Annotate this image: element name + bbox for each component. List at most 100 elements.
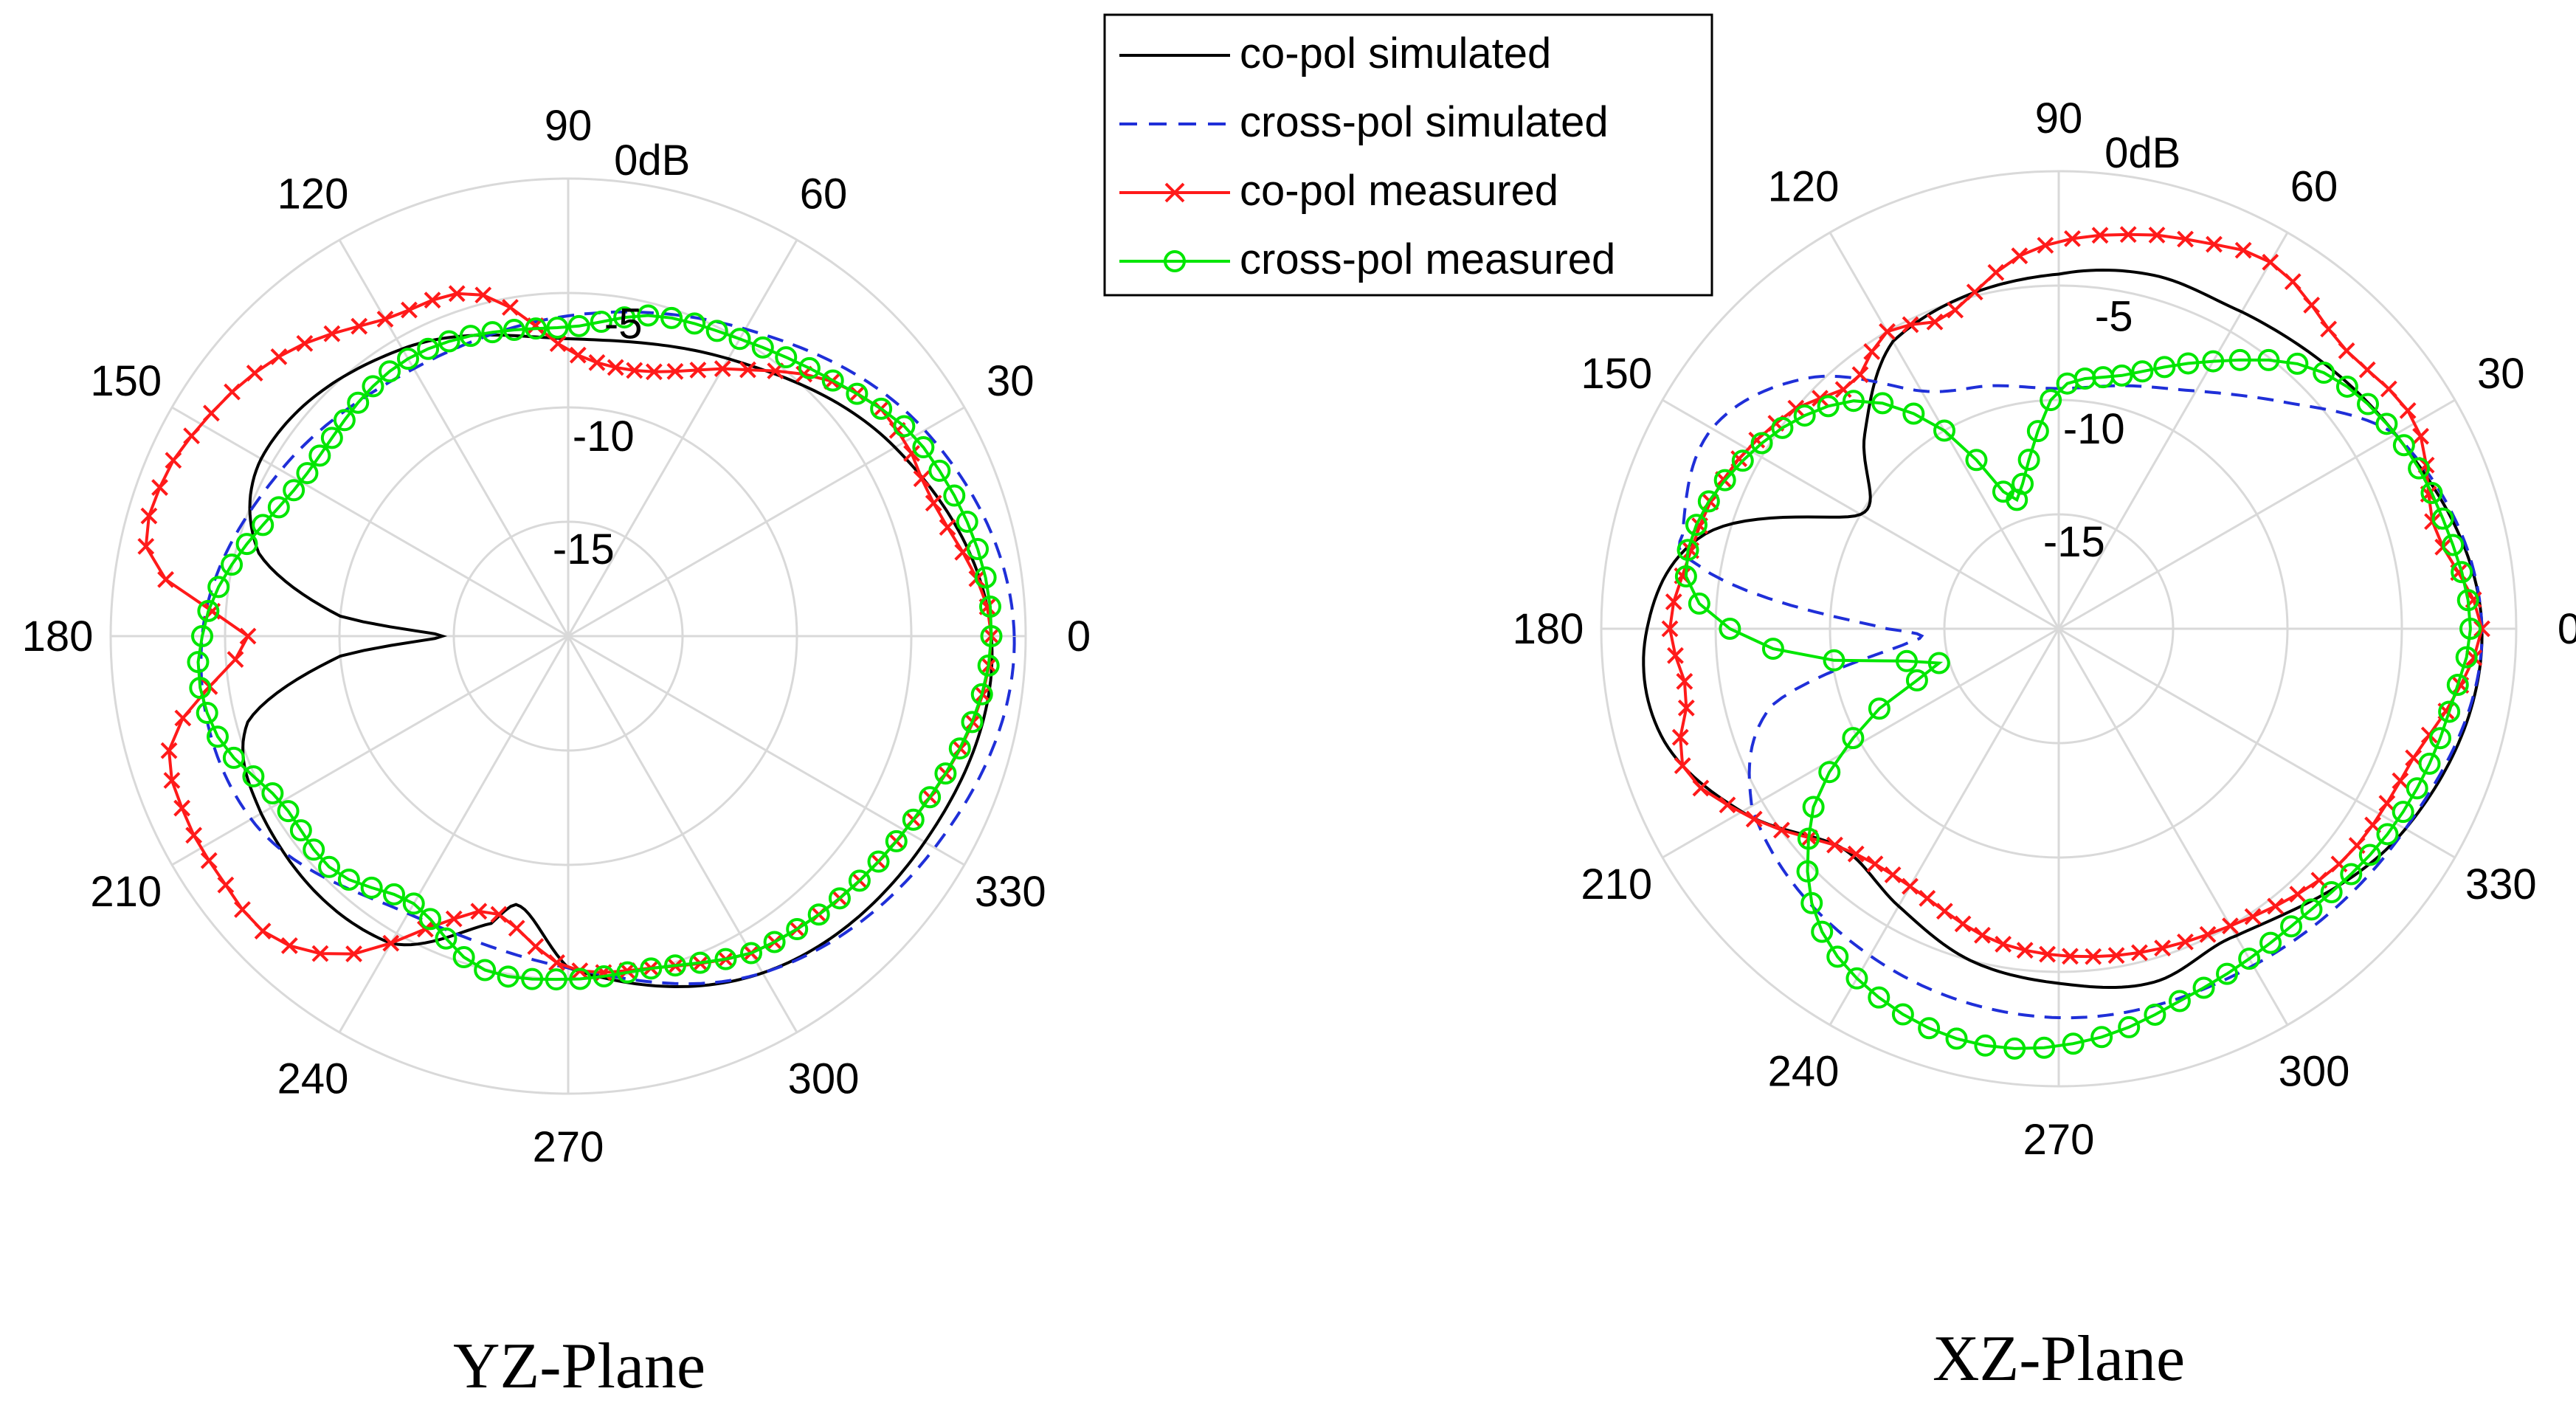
point-x-stroke bbox=[474, 286, 492, 304]
point-cross-pol-measured bbox=[318, 855, 341, 878]
point-cross-pol-measured bbox=[740, 942, 762, 965]
point-x-stroke bbox=[1936, 903, 1953, 920]
point-co-pol-measured bbox=[1826, 836, 1843, 854]
point-cross-pol-measured bbox=[1797, 827, 1820, 850]
point-cross-pol-measured bbox=[2003, 1037, 2026, 1060]
point-co-pol-measured bbox=[345, 945, 362, 962]
point-cross-pol-measured bbox=[1713, 469, 1736, 491]
point-x-stroke bbox=[2284, 273, 2302, 291]
point-x-stroke bbox=[1966, 283, 1983, 301]
point-cross-pol-measured bbox=[870, 397, 893, 420]
point-co-pol-measured bbox=[689, 362, 707, 379]
point-x-stroke bbox=[1665, 593, 1682, 610]
point-x-stroke bbox=[448, 285, 466, 303]
point-x-stroke bbox=[2011, 247, 2028, 265]
yz-plane-polar-plot: 0 30 60 90 120 150 180 210 240 270 300 330 0dB -5 -10 -… bbox=[22, 102, 1091, 1171]
point-cross-pol-measured bbox=[846, 382, 869, 405]
angle-tick-label: 330 bbox=[975, 868, 1046, 916]
point-cross-pol-measured bbox=[2392, 801, 2414, 824]
point-co-pol-measured bbox=[1674, 757, 1691, 774]
point-co-pol-measured bbox=[296, 334, 314, 352]
point-x-stroke bbox=[571, 962, 589, 979]
point-co-pol-measured bbox=[645, 363, 663, 381]
point-cross-pol-measured bbox=[222, 746, 245, 769]
point-x-stroke bbox=[1847, 845, 1865, 863]
point-x-stroke bbox=[1879, 322, 1896, 340]
point-co-pol-measured bbox=[185, 827, 203, 844]
point-x-stroke bbox=[2177, 230, 2194, 248]
point-co-pol-measured bbox=[1745, 810, 1763, 828]
point-co-pol-measured bbox=[445, 910, 463, 928]
point-co-pol-measured bbox=[157, 570, 174, 588]
point-x-stroke bbox=[2107, 947, 2125, 965]
point-cross-pol-measured bbox=[974, 566, 997, 589]
point-cross-pol-measured bbox=[206, 725, 229, 748]
point-cross-pol-measured bbox=[1674, 565, 1697, 588]
point-co-pol-measured bbox=[1677, 699, 1695, 717]
point-cross-pol-measured bbox=[2438, 700, 2461, 723]
point-x-stroke bbox=[351, 317, 368, 335]
point-cross-pol-measured bbox=[2286, 352, 2309, 375]
point-x-stroke bbox=[569, 346, 587, 364]
point-co-pol-measured bbox=[2107, 947, 2125, 965]
point-cross-pol-measured bbox=[378, 360, 401, 383]
point-cross-pol-measured bbox=[885, 829, 908, 852]
point-x-stroke bbox=[424, 291, 441, 309]
point-co-pol-measured bbox=[424, 291, 441, 309]
point-co-pol-measured bbox=[165, 452, 182, 469]
point-co-pol-measured bbox=[401, 301, 418, 319]
point-cross-pol-measured bbox=[2228, 348, 2251, 371]
point-co-pol-measured bbox=[1902, 316, 1919, 334]
point-cross-pol-measured bbox=[567, 314, 590, 337]
point-co-pol-measured bbox=[160, 742, 178, 759]
legend-label-cross-pol-simulated: cross-pol simulated bbox=[1240, 98, 1609, 146]
point-cross-pol-measured bbox=[2340, 863, 2363, 886]
point-co-pol-measured bbox=[163, 772, 181, 789]
point-x-stroke bbox=[1772, 821, 1790, 839]
point-x-stroke bbox=[2289, 886, 2307, 903]
point-x-stroke bbox=[151, 479, 168, 496]
point-x-stroke bbox=[2303, 296, 2321, 314]
point-cross-pol-measured bbox=[2144, 1004, 2166, 1027]
point-cross-pol-measured bbox=[1811, 920, 1834, 943]
point-x-stroke bbox=[2405, 749, 2423, 767]
grid-spoke bbox=[2057, 232, 2289, 629]
point-cross-pol-measured bbox=[2320, 880, 2343, 903]
point-x-stroke bbox=[140, 507, 158, 525]
point-cross-pol-measured bbox=[1719, 618, 1741, 640]
point-x-stroke bbox=[549, 335, 567, 353]
point-cross-pol-measured bbox=[1800, 891, 1823, 914]
point-cross-pol-measured bbox=[763, 931, 786, 953]
point-co-pol-measured bbox=[1879, 322, 1896, 340]
point-co-pol-measured bbox=[2244, 908, 2262, 925]
point-cross-pol-measured bbox=[221, 553, 244, 576]
point-cross-pol-measured bbox=[1927, 652, 1950, 675]
point-co-pol-measured bbox=[1987, 263, 2005, 281]
point-x-stroke bbox=[2320, 320, 2338, 338]
point-x-stroke bbox=[739, 361, 756, 379]
point-x-stroke bbox=[280, 937, 298, 954]
point-cross-pol-measured bbox=[1677, 539, 1699, 562]
point-co-pol-measured bbox=[173, 799, 191, 817]
angle-tick-label: 270 bbox=[2023, 1116, 2095, 1164]
legend: co-pol simulated cross-pol simulated co-… bbox=[1103, 13, 1713, 297]
point-cross-pol-measured bbox=[970, 683, 993, 706]
point-x-stroke bbox=[1974, 926, 1991, 944]
point-co-pol-measured bbox=[2206, 235, 2223, 253]
point-cross-pol-measured bbox=[683, 312, 706, 335]
point-cross-pol-measured bbox=[2259, 931, 2282, 954]
point-x-stroke bbox=[163, 772, 181, 789]
point-x-stroke bbox=[2016, 942, 2034, 959]
point-cross-pol-measured bbox=[308, 444, 331, 467]
point-x-stroke bbox=[2338, 342, 2355, 359]
point-co-pol-measured bbox=[1671, 728, 1689, 746]
point-co-pol-measured bbox=[137, 537, 155, 555]
point-x-stroke bbox=[165, 452, 182, 469]
point-co-pol-measured bbox=[2262, 253, 2279, 271]
point-co-pol-measured bbox=[382, 934, 400, 952]
point-co-pol-measured bbox=[607, 359, 624, 376]
point-cross-pol-measured bbox=[2026, 420, 2049, 443]
point-co-pol-measured bbox=[2016, 942, 2034, 959]
point-x-stroke bbox=[2465, 649, 2483, 666]
